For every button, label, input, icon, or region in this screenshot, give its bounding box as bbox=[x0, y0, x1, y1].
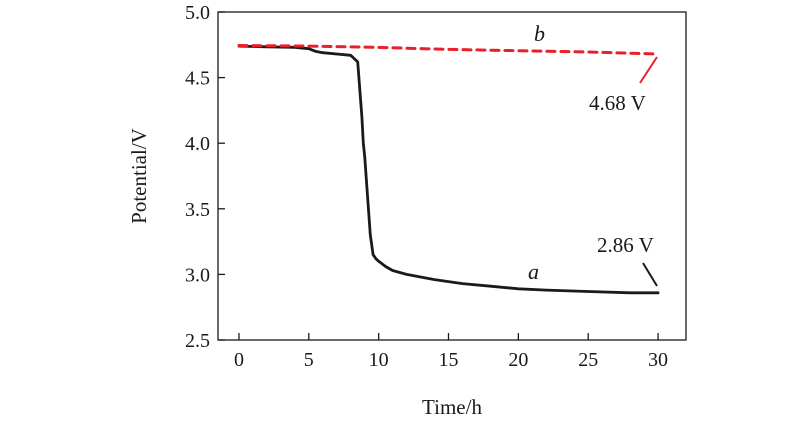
plot-frame bbox=[217, 11, 687, 341]
ticks bbox=[218, 11, 659, 341]
x-tick-label: 20 bbox=[508, 349, 528, 371]
series-a-line bbox=[237, 44, 660, 295]
y-tick-label: 3.0 bbox=[185, 264, 210, 286]
y-tick-label: 2.5 bbox=[185, 330, 210, 352]
y-tick-label: 3.5 bbox=[185, 199, 210, 221]
y-tick-label: 4.0 bbox=[185, 133, 210, 155]
y-tick-label: 5.0 bbox=[185, 2, 210, 24]
series-b-label: b bbox=[534, 21, 545, 46]
x-tick-label: 25 bbox=[578, 349, 598, 371]
x-tick-label: 30 bbox=[648, 349, 668, 371]
series-b-line bbox=[237, 44, 660, 56]
tick-labels: 0 5 10 15 20 25 30 2.5 3.0 3.5 4.0 4.5 5.0 bbox=[185, 2, 668, 371]
annotation-b-text: 4.68 V bbox=[589, 91, 646, 115]
series-a-label: a bbox=[528, 259, 539, 284]
y-tick-label: 4.5 bbox=[185, 68, 210, 90]
x-axis-label: Time/h bbox=[422, 395, 482, 419]
x-tick-label: 15 bbox=[439, 349, 459, 371]
x-tick-label: 10 bbox=[369, 349, 389, 371]
annotation-a-leader bbox=[642, 262, 658, 287]
series-group bbox=[237, 44, 660, 295]
x-tick-label: 0 bbox=[234, 349, 244, 371]
annotation-b-leader bbox=[639, 56, 658, 84]
y-axis-label: Potential/V bbox=[127, 128, 151, 224]
x-tick-label: 5 bbox=[304, 349, 314, 371]
annotation-a-text: 2.86 V bbox=[597, 233, 654, 257]
